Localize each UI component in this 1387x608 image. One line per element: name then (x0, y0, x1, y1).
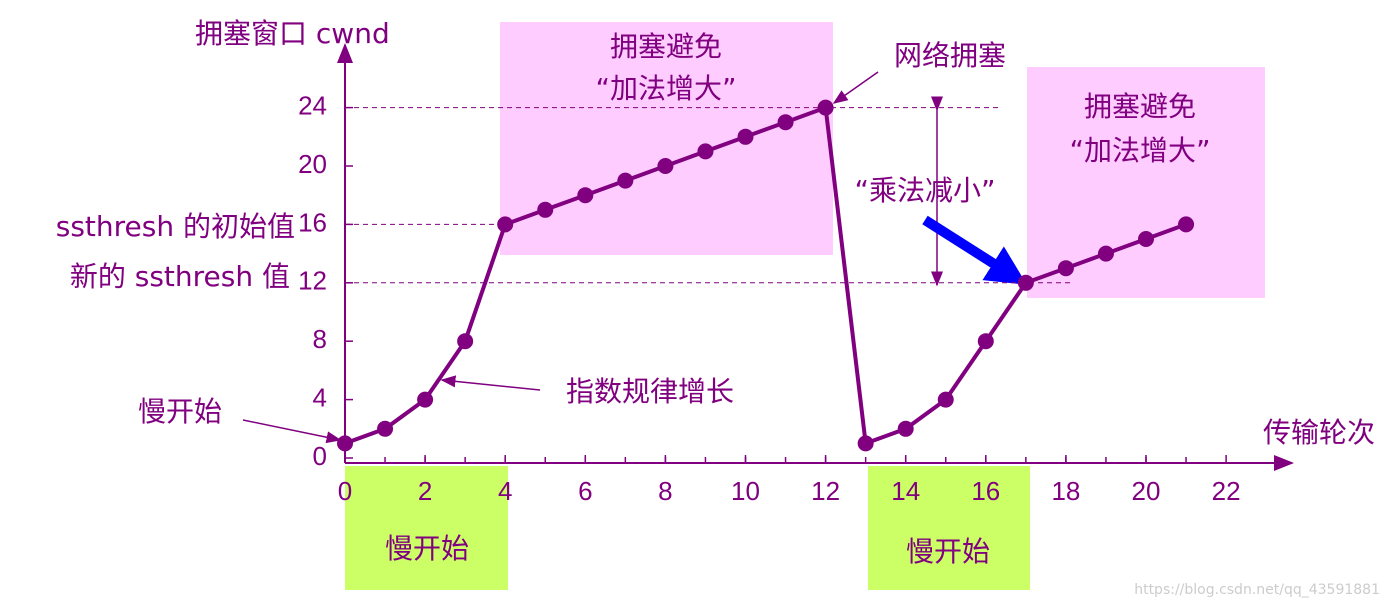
pointer (440, 375, 541, 391)
cwnd-point (657, 158, 674, 174)
cwnd-point (617, 172, 634, 189)
annotation: 拥塞避免 (1084, 90, 1196, 123)
x-tick-label: 20 (1132, 476, 1161, 506)
annotation: “加法增大” (1069, 134, 1210, 167)
cwnd-point (897, 420, 914, 437)
x-tick-label: 2 (418, 476, 432, 506)
x-tick-label: 10 (731, 476, 760, 506)
cwnd-point (1017, 274, 1034, 291)
cwnd-point (377, 420, 394, 437)
x-tick-label: 22 (1212, 476, 1241, 506)
x-axis-label: 传输轮次 (1263, 416, 1375, 449)
cwnd-point (537, 201, 554, 218)
avoid-box (1027, 67, 1265, 298)
cwnd-point (857, 435, 874, 452)
cwnd-point (817, 99, 834, 116)
cwnd-point (1097, 245, 1114, 262)
cwnd-point (577, 187, 594, 204)
pointer (242, 419, 342, 444)
cwnd-point (777, 114, 794, 131)
x-tick-label: 16 (971, 476, 1000, 506)
x-tick-label: 4 (498, 476, 512, 506)
annotation: 网络拥塞 (894, 39, 1006, 72)
x-tick-label: 6 (578, 476, 592, 506)
annotation: 指数规律增长 (566, 375, 734, 408)
annotation: 慢开始 (385, 532, 469, 565)
annotation: “乘法减小” (854, 174, 995, 207)
cwnd-line (344, 104, 1187, 447)
x-tick-label: 14 (891, 476, 920, 506)
slow-start-box (345, 466, 508, 590)
annotation: ssthresh 的初始值 (56, 210, 295, 243)
cwnd-point (337, 435, 353, 452)
cwnd-point (697, 143, 714, 160)
cwnd-point (457, 333, 474, 350)
annotation: 慢开始 (906, 535, 990, 568)
cwnd-point (737, 128, 754, 145)
annotation: 拥塞避免 (610, 30, 722, 63)
y-tick-label: 24 (298, 90, 327, 120)
x-tick-label: 0 (338, 476, 352, 506)
y-tick-label: 16 (298, 207, 327, 237)
watermark: https://blog.csdn.net/qq_43591881 (1134, 582, 1380, 598)
annotation: 慢开始 (138, 395, 222, 428)
y-tick-label: 12 (298, 266, 327, 296)
annotation: “加法增大” (595, 72, 736, 105)
cwnd-point (977, 333, 994, 350)
slow-start-box (868, 466, 1030, 590)
cwnd-point (417, 391, 434, 408)
y-tick-label: 8 (313, 324, 327, 354)
avoid-box (500, 22, 833, 255)
cwnd-point (1057, 260, 1074, 277)
y-tick-label: 4 (313, 382, 327, 412)
x-tick-label: 18 (1051, 476, 1080, 506)
pointer (832, 71, 879, 104)
y-axis-label: 拥塞窗口 cwnd (195, 17, 390, 50)
y-tick-label: 20 (298, 149, 327, 179)
y-tick-label: 0 (313, 441, 327, 471)
cwnd-point (1178, 216, 1195, 233)
x-tick-label: 8 (658, 476, 672, 506)
cwnd-point (937, 391, 954, 408)
annotation: 新的 ssthresh 值 (70, 260, 290, 293)
blue-arrow (922, 215, 1027, 285)
cwnd-point (1138, 231, 1154, 247)
x-tick-label: 12 (811, 476, 840, 506)
cwnd-point (497, 216, 514, 233)
